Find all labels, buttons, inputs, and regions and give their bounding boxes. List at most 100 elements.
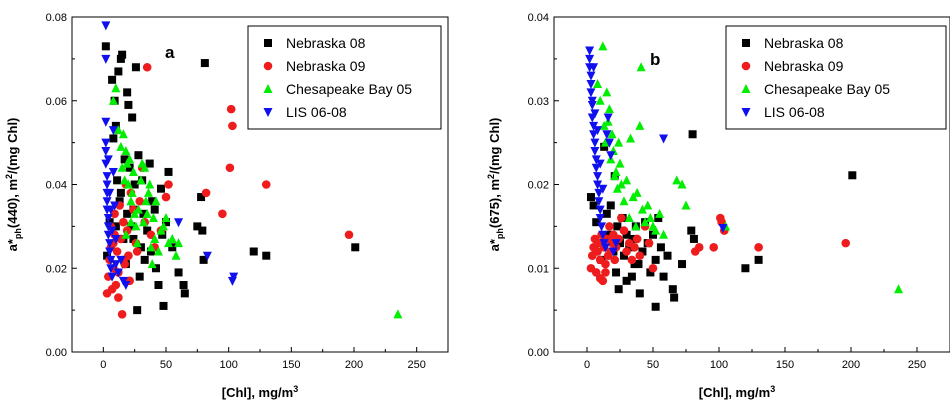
x-tick-label-b-0: 0 [584,359,590,371]
data-point [156,184,165,193]
legend-a: Nebraska 08 Nebraska 09 Chesapeake Bay 05 L… [247,25,442,130]
data-point [110,209,119,219]
y-axis-label-a: a*ph(440), m2/(mg Chl) [4,118,23,252]
y-tick-label-a-0: 0.00 [46,347,67,359]
data-point [688,130,697,139]
x-tick-label-a-150: 150 [282,359,300,371]
data-point [344,230,354,240]
data-point [121,229,131,239]
data-point [143,226,152,235]
chart-panel-b: 0 50 100 150 200 250 0.00 0.01 0.02 0.03 0.04 b Nebr… [486,12,950,400]
data-point [200,59,209,68]
legend-label-chesapeake-bay-05: Chesapeake Bay 05 [764,81,890,97]
data-point [663,251,672,260]
data-point [112,247,122,256]
data-point [632,187,642,197]
data-point [593,79,603,88]
data-point [123,209,132,218]
data-point [145,179,155,189]
data-point [624,213,634,222]
data-point [111,280,121,290]
data-point [632,234,642,244]
legend-label-nebraska-09: Nebraska 09 [764,58,844,74]
data-point [589,201,598,210]
data-point [103,214,113,223]
data-point [106,255,116,265]
data-point [595,159,605,169]
data-point [111,121,120,130]
data-point [754,255,763,264]
data-point [103,251,112,260]
data-point [120,155,129,164]
x-tick-label-b-100: 100 [710,359,728,371]
data-point [145,159,154,168]
data-point [118,50,127,59]
legend-label-nebraska-08: Nebraska 08 [764,35,844,51]
data-point [615,158,625,168]
data-point [142,62,152,72]
data-point [617,213,626,223]
x-axis-label-a: [Chl], mg/m3 [222,384,299,400]
data-point [587,100,597,110]
data-point [105,188,115,198]
data-point [180,289,189,298]
series-nebraska-09-b [586,213,851,286]
legend-marker-nebraska-08 [742,39,750,47]
data-point [143,187,153,197]
data-point [249,247,258,256]
data-point [592,218,601,227]
data-point [612,268,621,277]
data-point [654,214,663,222]
data-point [586,71,596,81]
data-point [126,217,136,227]
data-point [651,302,660,311]
data-point [133,204,143,214]
series-chesapeake-bay-05-a [108,83,403,319]
series-chesapeake-bay-05-b [593,41,904,294]
data-point [595,95,605,105]
data-point [108,95,118,105]
data-point [121,281,131,290]
data-point [147,259,157,269]
data-point [586,80,596,89]
data-point [227,276,237,286]
data-point [164,167,173,176]
y-tick-label-b-4: 0.04 [528,12,549,24]
data-point [589,63,599,73]
data-point [593,180,603,190]
data-point [101,54,111,64]
data-point [600,142,609,151]
data-point [132,238,142,248]
data-point [151,196,161,206]
data-point [168,243,177,252]
data-point [636,62,646,72]
data-point [111,260,121,270]
data-point [117,310,127,319]
data-point [111,222,120,231]
data-point [174,218,184,228]
data-point [117,162,127,172]
data-point [114,67,123,76]
data-point [164,180,173,189]
data-point [648,263,658,273]
data-point [120,175,130,185]
data-point [199,255,208,264]
data-points-a [101,21,403,319]
data-point [161,192,171,202]
data-point [108,167,118,177]
data-point [202,251,212,261]
data-point [616,179,626,189]
data-point [649,230,657,239]
data-point [106,264,116,274]
data-point [619,196,629,206]
legend-marker-nebraska-09 [263,61,273,71]
data-point [116,255,126,265]
data-point [146,247,155,256]
data-point [659,272,668,281]
legend-label-chesapeake-bay-05: Chesapeake Bay 05 [286,81,412,97]
x-tick-label-b-250: 250 [908,359,926,371]
data-point [119,217,128,227]
data-point [841,238,851,248]
data-point [848,171,857,180]
data-point [586,193,595,202]
